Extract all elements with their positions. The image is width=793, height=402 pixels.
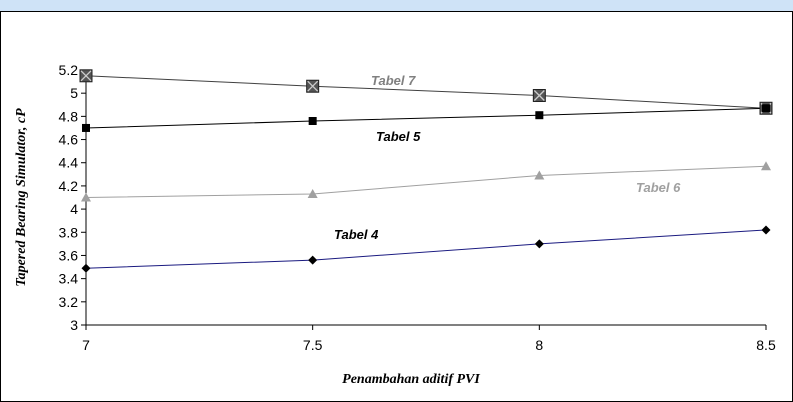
- y-tick-label: 4.4: [59, 155, 79, 171]
- data-point-marker: [762, 104, 770, 113]
- data-point-marker: [761, 161, 771, 171]
- series-line: [85, 75, 767, 109]
- y-tick-label: 5.2: [59, 62, 79, 78]
- data-point-marker: [82, 123, 90, 132]
- y-tick-label: 4.8: [59, 108, 79, 124]
- y-tick-label: 5: [70, 85, 78, 101]
- data-point-marker: [534, 239, 544, 249]
- series-label: Tabel 5: [376, 129, 421, 144]
- y-tick-label: 3.2: [59, 294, 79, 310]
- series-markers: [79, 69, 773, 273]
- data-point-marker: [308, 255, 318, 265]
- y-tick-label: 3.4: [59, 271, 79, 287]
- data-point-cross: [80, 70, 92, 82]
- series-line: [85, 107, 767, 129]
- y-tick-label: 4.2: [59, 178, 79, 194]
- y-tick-label: 3: [70, 317, 78, 333]
- data-point-marker: [761, 225, 771, 235]
- x-tick-label: 7.5: [303, 337, 323, 353]
- y-tick-label: 3.6: [59, 247, 79, 263]
- data-point-marker: [534, 170, 545, 180]
- line-chart: 33.23.43.63.844.24.44.64.855.2 7 7.5 8 8.5 …: [14, 62, 776, 387]
- x-tick-labels: 7 7.5 8 8.5: [82, 337, 776, 353]
- y-axis-title: Tapered Bearing Simulator, cP: [14, 108, 29, 287]
- series-label: Tabel 7: [371, 73, 416, 88]
- y-tick-label: 4: [70, 201, 78, 217]
- series-labels: Tabel 7 Tabel 5 Tabel 6 Tabel 4: [334, 73, 681, 242]
- axes: [81, 69, 767, 330]
- data-point-cross: [533, 90, 545, 101]
- y-tick-label: 4.6: [59, 132, 79, 148]
- data-point-cross: [307, 80, 319, 92]
- data-point-marker: [81, 192, 91, 202]
- series-line: [85, 165, 767, 198]
- series-line: [85, 229, 767, 269]
- y-tick-label: 3.8: [59, 224, 79, 240]
- data-point-marker: [308, 117, 317, 125]
- series-label: Tabel 6: [636, 180, 681, 195]
- series-label: Tabel 4: [334, 227, 379, 242]
- chart-frame: 3 3.2 3.4 3.6 3.8 4 4.2 4.4 4.6 4.8 5 5.2 7 7.5 8 8.5 …: [0, 11, 793, 402]
- x-axis-title: Penambahan aditif PVI: [342, 372, 480, 387]
- x-tick-label: 8.5: [756, 337, 776, 353]
- series-lines: [85, 75, 767, 269]
- data-point-marker: [81, 263, 91, 273]
- data-point-marker: [307, 189, 318, 199]
- y-tick-labels: 3 3.2 3.4 3.6 3.8 4 4.2 4.4 4.6 4.8 5 5.2: [59, 62, 79, 333]
- x-tick-label: 7: [82, 337, 90, 353]
- data-point-marker: [535, 111, 544, 120]
- x-tick-label: 8: [535, 337, 543, 353]
